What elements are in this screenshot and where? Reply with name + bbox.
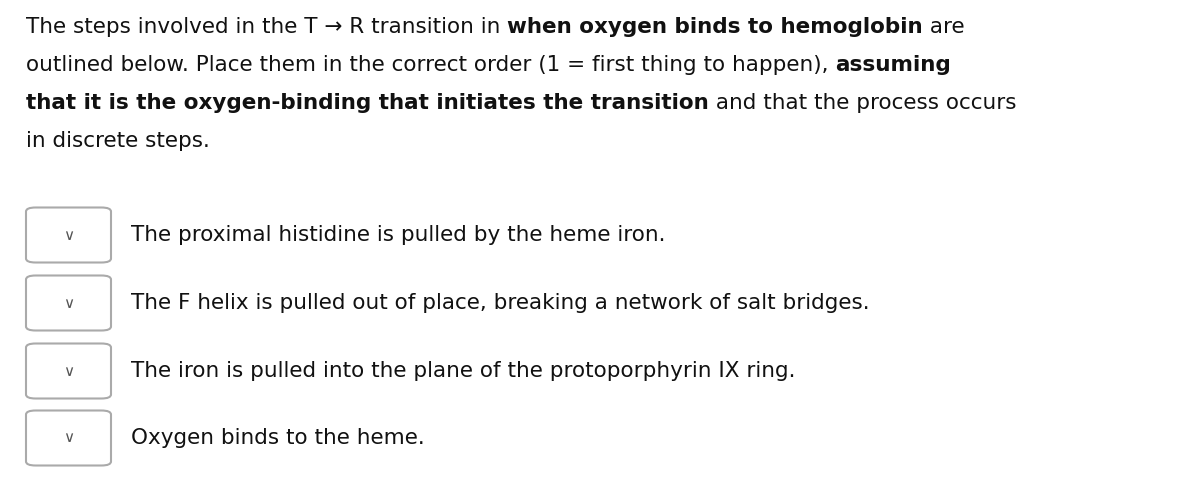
Text: ∨: ∨ [62, 295, 74, 310]
Text: The iron is pulled into the plane of the protoporphyrin IX ring.: The iron is pulled into the plane of the… [131, 361, 796, 381]
FancyBboxPatch shape [26, 410, 112, 465]
Text: assuming: assuming [835, 55, 952, 75]
FancyBboxPatch shape [26, 276, 112, 330]
FancyBboxPatch shape [26, 208, 112, 263]
Text: ∨: ∨ [62, 364, 74, 378]
Text: The F helix is pulled out of place, breaking a network of salt bridges.: The F helix is pulled out of place, brea… [131, 293, 870, 313]
Text: and that the process occurs: and that the process occurs [709, 93, 1016, 113]
Text: in discrete steps.: in discrete steps. [26, 131, 210, 151]
Text: ∨: ∨ [62, 227, 74, 242]
FancyBboxPatch shape [26, 344, 112, 398]
Text: ∨: ∨ [62, 431, 74, 446]
Text: that it is the oxygen-binding that initiates the transition: that it is the oxygen-binding that initi… [26, 93, 709, 113]
Text: when oxygen binds to hemoglobin: when oxygen binds to hemoglobin [508, 17, 923, 37]
Text: are: are [923, 17, 965, 37]
Text: The proximal histidine is pulled by the heme iron.: The proximal histidine is pulled by the … [131, 225, 666, 245]
Text: outlined below. Place them in the correct order (1 = first thing to happen),: outlined below. Place them in the correc… [26, 55, 835, 75]
Text: Oxygen binds to the heme.: Oxygen binds to the heme. [131, 428, 425, 448]
Text: The steps involved in the T → R transition in: The steps involved in the T → R transiti… [26, 17, 508, 37]
